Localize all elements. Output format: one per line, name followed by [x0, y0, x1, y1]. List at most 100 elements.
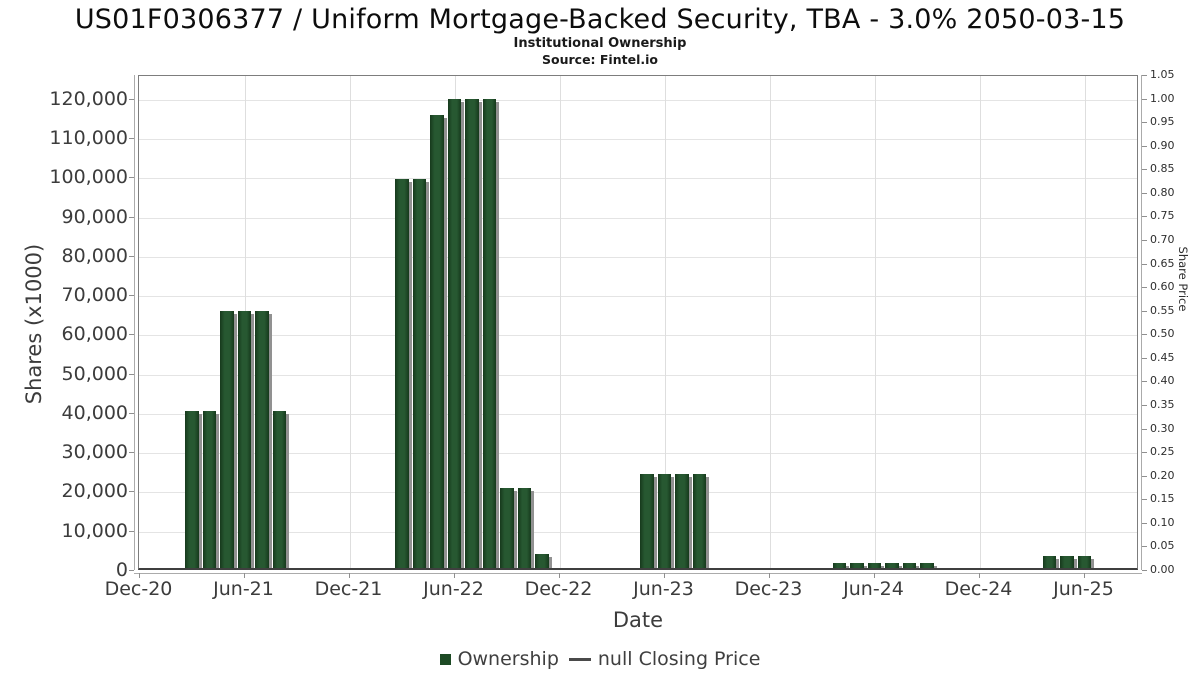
gridline-horizontal	[139, 453, 1137, 455]
gridline-horizontal	[139, 335, 1137, 337]
x-axis-tick-label: Jun-25	[1053, 578, 1114, 600]
y-axis-tick-label-right: 0.00	[1150, 563, 1175, 576]
x-axis-tick-label: Dec-24	[944, 578, 1013, 600]
y-axis-tick-mark-left	[129, 373, 134, 375]
gridline-vertical	[979, 76, 981, 568]
x-axis-tick-mark	[663, 573, 665, 578]
y-axis-tick-label-right: 0.20	[1150, 468, 1175, 482]
x-axis-title: Date	[612, 608, 664, 632]
gridline-vertical	[769, 76, 771, 568]
ownership-bar	[517, 488, 532, 568]
y-axis-tick-label-right: 0.55	[1150, 303, 1175, 317]
x-axis-tick-mark	[873, 573, 875, 578]
y-axis-tick-mark-right	[1142, 546, 1147, 548]
ownership-bar	[885, 563, 899, 568]
y-axis-tick-label-right: 0.60	[1150, 280, 1175, 294]
chart-subtitle: Institutional Ownership	[513, 36, 687, 51]
y-axis-tick-label-left: 100,000	[49, 166, 128, 189]
ownership-bar	[640, 473, 654, 568]
ownership-bar	[867, 563, 882, 568]
gridline-vertical	[874, 76, 876, 568]
legend-bar-swatch-icon	[439, 653, 451, 665]
y-axis-right-spine	[1141, 75, 1142, 570]
y-axis-tick-label-left: 70,000	[61, 284, 128, 307]
ownership-bar	[447, 98, 462, 568]
ownership-bar	[675, 473, 689, 568]
x-axis-tick-mark	[348, 573, 350, 578]
ownership-bar	[535, 553, 549, 568]
y-axis-tick-label-right: 0.95	[1150, 115, 1175, 129]
y-axis-tick-label-right: 0.25	[1150, 445, 1175, 459]
x-axis-tick-label: Dec-23	[734, 578, 803, 600]
y-axis-tick-mark-right	[1142, 192, 1147, 194]
x-axis-tick-mark	[243, 573, 245, 578]
y-axis-tick-mark-right	[1142, 522, 1147, 524]
y-axis-tick-mark-right	[1142, 334, 1147, 336]
ownership-bar	[850, 563, 864, 568]
y-axis-tick-mark-right	[1142, 122, 1147, 124]
x-axis-tick-mark	[1083, 573, 1085, 578]
y-axis-tick-mark-right	[1142, 405, 1147, 406]
x-axis-spine	[134, 573, 1142, 574]
legend-item-ownership[interactable]: Ownership	[439, 648, 559, 670]
gridline-vertical	[349, 76, 351, 568]
ownership-bar	[220, 310, 234, 568]
ownership-bar	[255, 310, 269, 568]
y-axis-tick-label-left: 80,000	[61, 244, 128, 267]
y-axis-tick-mark-right	[1142, 169, 1147, 171]
ownership-bar	[657, 473, 672, 568]
gridline-horizontal	[139, 531, 1137, 533]
x-axis-tick-label: Dec-21	[314, 578, 383, 600]
ownership-bar	[272, 410, 287, 568]
y-axis-tick-mark-right	[1142, 75, 1147, 76]
y-axis-tick-label-left: 10,000	[61, 519, 128, 542]
y-axis-tick-mark-left	[129, 216, 134, 218]
gridline-horizontal	[139, 99, 1137, 101]
legend-label-ownership: Ownership	[457, 648, 559, 670]
ownership-bar	[185, 410, 199, 568]
y-axis-tick-mark-right	[1142, 263, 1147, 265]
y-axis-tick-mark-right	[1142, 475, 1147, 477]
y-axis-tick-label-left: 120,000	[49, 87, 128, 110]
y-axis-tick-mark-right	[1142, 428, 1147, 430]
x-axis-tick-mark	[138, 573, 140, 578]
y-axis-tick-label-right: 0.90	[1150, 138, 1175, 152]
ownership-bar	[412, 179, 427, 568]
y-axis-tick-label-left: 60,000	[61, 323, 128, 346]
y-axis-tick-mark-left	[129, 412, 134, 414]
y-axis-tick-label-left: 0	[115, 559, 128, 581]
ownership-bar	[692, 473, 707, 568]
x-axis-tick-label: Jun-21	[213, 578, 274, 600]
y-axis-tick-label-right: 1.00	[1150, 91, 1175, 105]
gridline-vertical	[1084, 76, 1086, 568]
x-axis-tick-label: Jun-24	[843, 578, 904, 600]
legend-item-closing-price[interactable]: null Closing Price	[568, 648, 760, 670]
y-axis-tick-mark-right	[1142, 570, 1147, 571]
ownership-bar	[1060, 556, 1074, 568]
ownership-bar	[500, 488, 514, 568]
y-axis-tick-mark-left	[129, 177, 134, 179]
gridline-horizontal	[139, 492, 1137, 494]
y-axis-tick-label-right: 0.85	[1150, 162, 1175, 176]
x-axis-tick-label: Jun-23	[633, 578, 694, 600]
gridline-horizontal	[139, 139, 1137, 141]
y-axis-tick-label-right: 0.40	[1150, 374, 1175, 388]
y-axis-tick-label-right: 0.65	[1150, 256, 1175, 270]
x-axis-tick-mark	[453, 573, 455, 578]
gridline-horizontal	[139, 296, 1137, 298]
y-axis-tick-mark-left	[129, 570, 134, 571]
gridline-horizontal	[139, 217, 1137, 219]
y-axis-tick-label-right: 0.10	[1150, 515, 1175, 529]
gridline-horizontal	[139, 374, 1137, 376]
plot-area	[138, 75, 1138, 570]
y-axis-tick-label-right: 1.05	[1150, 68, 1175, 81]
ownership-bar	[832, 563, 847, 568]
y-axis-tick-mark-left	[129, 452, 134, 454]
ownership-bar	[430, 114, 444, 568]
y-axis-tick-mark-right	[1142, 499, 1147, 501]
y-axis-tick-mark-right	[1142, 240, 1147, 241]
y-axis-tick-label-left: 20,000	[61, 480, 128, 503]
x-axis-tick-mark	[978, 573, 980, 578]
y-axis-tick-mark-left	[129, 98, 134, 100]
legend-line-marker-icon	[568, 657, 591, 661]
